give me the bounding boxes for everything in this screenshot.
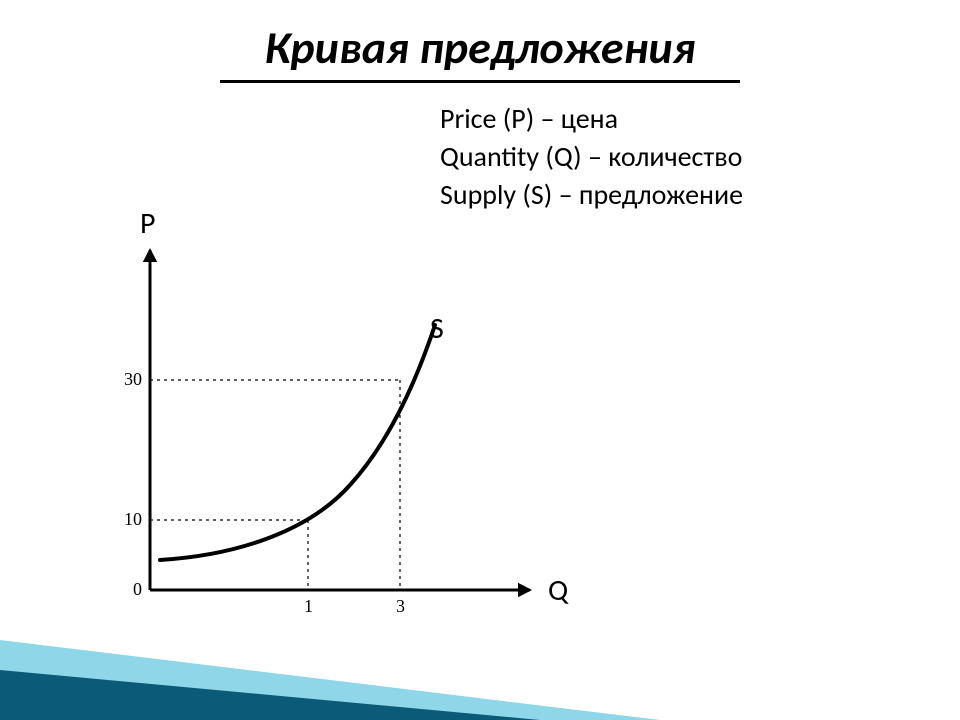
decor-tri-dark: [0, 670, 540, 720]
legend-line: Supply (S) – предложение: [440, 176, 743, 214]
y-tick-label: 0: [133, 579, 142, 600]
legend-block: Price (P) – цена Quantity (Q) – количест…: [440, 100, 743, 213]
legend-line: Quantity (Q) – количество: [440, 138, 743, 176]
page-title: Кривая предложения: [265, 20, 696, 76]
chart-svg: [80, 230, 560, 630]
x-tick-label: 1: [304, 596, 313, 617]
curve-label: S: [430, 310, 444, 347]
y-axis-label: P: [140, 205, 156, 242]
legend-line: Price (P) – цена: [440, 100, 743, 138]
title-underline: [220, 80, 740, 83]
x-tick-label: 3: [396, 596, 405, 617]
x-axis-label: Q: [548, 572, 568, 609]
title-block: Кривая предложения: [0, 0, 960, 83]
y-tick-label: 10: [124, 509, 142, 530]
decor-tri-light: [0, 640, 660, 720]
supply-chart: P Q S 0103013: [80, 230, 560, 630]
y-tick-label: 30: [124, 369, 142, 390]
